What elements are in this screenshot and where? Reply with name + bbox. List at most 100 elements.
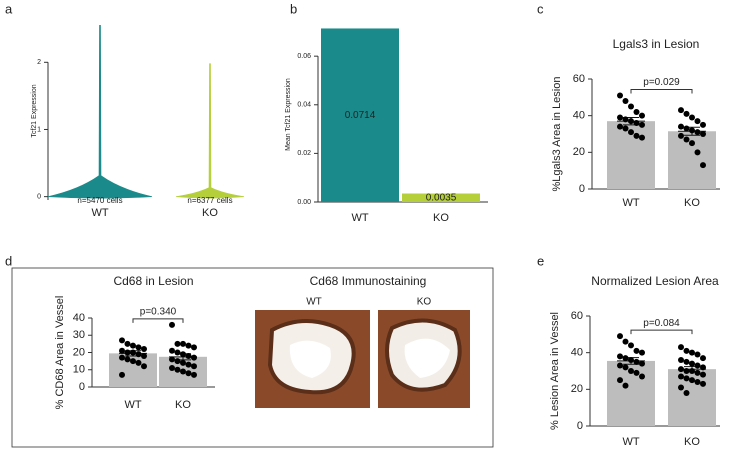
data-point [689, 368, 695, 374]
data-point [633, 358, 640, 365]
data-point [622, 382, 629, 389]
data-point [174, 358, 181, 365]
data-point [700, 371, 706, 378]
data-point [694, 351, 701, 358]
data-point [700, 355, 706, 362]
data-point [191, 354, 197, 361]
data-point [700, 380, 706, 387]
panel-label: c [537, 1, 544, 16]
data-point [130, 349, 136, 356]
y-tick-label: 20 [73, 346, 85, 358]
x-tick-label: WT [622, 436, 639, 448]
panel-label: a [5, 1, 13, 16]
data-point [689, 140, 695, 147]
data-point [678, 373, 684, 380]
image-title: Cd68 Immunostaining [310, 274, 427, 288]
data-point [141, 352, 147, 359]
y-axis-label: Mean Tcf21 Expression [285, 78, 292, 151]
data-point [683, 368, 690, 374]
bar [321, 28, 399, 203]
data-point [683, 136, 690, 143]
y-tick-label: 2 [37, 59, 41, 66]
significance-bracket [630, 89, 693, 94]
y-axis-label: Tcf21 Expression [31, 84, 38, 137]
data-point [694, 118, 701, 125]
panel-box [11, 267, 494, 448]
data-point [689, 127, 695, 134]
data-point [141, 346, 147, 353]
data-point [633, 120, 640, 126]
data-point [622, 98, 629, 104]
data-point [617, 333, 623, 340]
data-point [678, 132, 684, 139]
data-point [130, 358, 136, 365]
y-tick-label: 10 [73, 364, 85, 376]
data-point [119, 354, 125, 361]
y-tick-label: 0 [577, 420, 583, 432]
data-point [683, 358, 690, 365]
x-tick-label: KO [202, 207, 218, 219]
data-point [191, 344, 197, 351]
data-point [622, 355, 629, 362]
data-point [700, 121, 706, 128]
data-point [180, 351, 186, 358]
data-point [683, 375, 690, 382]
y-axis-label: %Lgals3 Area in Lesion [551, 77, 563, 192]
x-tick-label: KO [175, 399, 191, 411]
data-point [689, 349, 695, 356]
data-point [678, 384, 684, 391]
data-point [628, 342, 634, 349]
data-point [174, 366, 181, 373]
data-point [694, 129, 701, 136]
y-tick-label: 0.00 [297, 199, 311, 206]
x-tick-label: WT [91, 207, 108, 219]
data-point [683, 110, 690, 117]
data-point [617, 377, 623, 384]
data-point [180, 368, 186, 375]
x-tick-label: KO [684, 436, 700, 448]
data-point [683, 390, 690, 396]
data-point [639, 134, 645, 141]
data-point [633, 347, 640, 354]
data-point [617, 362, 623, 369]
data-point [119, 337, 125, 344]
data-point [622, 338, 629, 345]
annotation: n=6377 cells [187, 196, 232, 205]
data-point [678, 357, 684, 363]
panel-label: d [5, 253, 12, 268]
y-tick-label: 20 [573, 146, 585, 158]
data-point [130, 342, 136, 349]
value-label: 0.0714 [345, 110, 376, 121]
chart-title: Cd68 in Lesion [113, 274, 193, 288]
bar [668, 131, 716, 189]
data-point [185, 361, 192, 368]
data-point [633, 132, 640, 139]
y-axis-label: % Lesion Area in Vessel [549, 312, 561, 430]
p-value: p=0.340 [140, 307, 177, 318]
data-point [135, 344, 142, 351]
data-point [174, 340, 181, 347]
data-point [622, 364, 629, 371]
y-tick-label: 40 [73, 312, 85, 324]
data-point [174, 349, 181, 356]
x-tick-label: WT [351, 212, 368, 224]
data-point [119, 371, 125, 378]
data-point [694, 362, 701, 369]
violin [47, 25, 153, 199]
data-point [678, 107, 684, 114]
data-point [185, 370, 192, 377]
data-point [124, 340, 131, 347]
y-tick-label: 40 [573, 110, 585, 122]
violin [175, 63, 245, 199]
data-point [622, 125, 629, 132]
data-point [617, 114, 623, 121]
data-point [628, 103, 634, 110]
data-point [180, 359, 186, 366]
y-tick-label: 60 [571, 310, 583, 322]
data-point [628, 129, 634, 136]
data-point [639, 121, 645, 128]
chart-title: Normalized Lesion Area [591, 274, 719, 288]
data-point [694, 149, 701, 156]
data-point [169, 347, 175, 354]
